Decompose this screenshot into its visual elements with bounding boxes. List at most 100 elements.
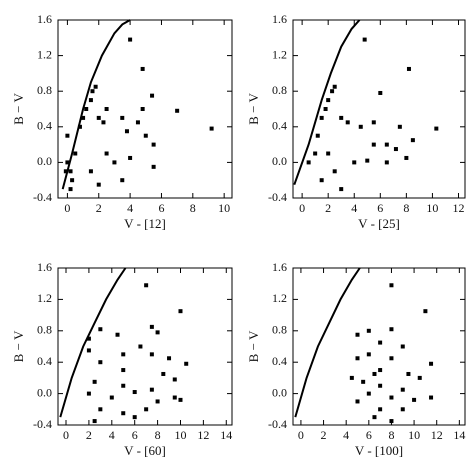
- data-point: [88, 98, 93, 103]
- data-point: [98, 327, 103, 332]
- y-tick-label: 1.6: [37, 260, 52, 274]
- y-tick-label: -0.4: [268, 190, 287, 204]
- data-point: [323, 107, 328, 111]
- data-point: [378, 383, 383, 388]
- data-point: [150, 93, 155, 98]
- data-point: [77, 124, 82, 129]
- data-point: [361, 379, 366, 384]
- data-point: [92, 379, 97, 384]
- locus-line: [294, 267, 361, 418]
- x-tick-label: 2: [325, 201, 331, 215]
- data-point: [109, 395, 114, 400]
- data-point: [352, 160, 357, 165]
- data-point: [65, 133, 70, 138]
- x-tick-label: 4: [109, 428, 115, 442]
- data-point: [92, 419, 97, 424]
- plot-frame: [57, 267, 233, 426]
- y-tick-label: 0.0: [37, 154, 52, 168]
- data-point: [90, 89, 95, 94]
- data-point: [68, 169, 73, 174]
- x-tick-label: 14: [220, 428, 232, 442]
- x-tick-label: 6: [377, 201, 383, 215]
- y-tick-label: 1.2: [37, 291, 52, 305]
- y-tick-label: 0.0: [37, 385, 52, 399]
- data-point: [372, 371, 377, 376]
- data-point: [104, 107, 109, 111]
- x-tick-label: 10: [408, 428, 420, 442]
- data-point: [362, 37, 367, 42]
- x-tick-label: 8: [403, 201, 409, 215]
- y-tick-label: 1.6: [272, 12, 287, 26]
- plot-frame: [57, 19, 233, 199]
- y-tick-label: 0.0: [272, 385, 287, 399]
- data-point: [143, 133, 148, 138]
- x-axis-label: V - [12]: [124, 216, 166, 231]
- data-point: [371, 120, 376, 125]
- data-point: [412, 397, 417, 402]
- data-point: [378, 368, 383, 373]
- data-point: [128, 155, 133, 160]
- x-axis-label: V - [25]: [358, 216, 400, 231]
- data-point: [378, 340, 383, 345]
- data-point: [339, 115, 344, 120]
- data-point: [138, 344, 143, 349]
- data-point: [155, 399, 160, 404]
- data-point: [81, 115, 86, 120]
- data-point: [151, 164, 156, 169]
- data-point: [326, 151, 331, 156]
- x-tick-label: 12: [197, 428, 209, 442]
- data-point: [366, 352, 371, 357]
- data-point: [115, 332, 120, 337]
- data-point: [349, 375, 354, 380]
- data-point: [365, 158, 370, 163]
- data-point: [70, 178, 75, 183]
- x-tick-label: 0: [298, 428, 304, 442]
- data-point: [319, 178, 324, 183]
- data-point: [178, 309, 183, 314]
- data-point: [184, 361, 189, 366]
- data-point: [98, 407, 103, 412]
- data-point: [366, 328, 371, 333]
- data-point: [149, 324, 154, 329]
- locus-line: [293, 19, 361, 186]
- data-point: [96, 115, 101, 120]
- data-point: [172, 377, 177, 382]
- x-tick-label: 6: [132, 428, 138, 442]
- data-point: [144, 283, 149, 288]
- data-point: [84, 107, 89, 111]
- data-point: [86, 391, 91, 396]
- data-point: [73, 151, 78, 156]
- y-tick-label: 0.8: [272, 323, 287, 337]
- data-point: [400, 407, 405, 412]
- data-point: [88, 169, 93, 174]
- y-tick-label: 0.8: [272, 83, 287, 97]
- locus-line: [59, 267, 127, 418]
- data-point: [389, 395, 394, 400]
- x-tick-label: 8: [190, 201, 196, 215]
- data-point: [378, 407, 383, 412]
- y-tick-label: 1.2: [37, 47, 52, 61]
- data-point: [121, 411, 126, 416]
- y-tick-label: 0.8: [37, 323, 52, 337]
- y-tick-label: -0.4: [268, 417, 287, 431]
- y-tick-label: 0.4: [272, 354, 287, 368]
- data-point: [155, 330, 160, 335]
- data-point: [135, 120, 140, 125]
- y-tick-label: 0.4: [37, 354, 52, 368]
- data-point: [121, 352, 126, 357]
- data-point: [384, 160, 389, 165]
- x-tick-label: 10: [426, 201, 438, 215]
- data-point: [167, 356, 172, 361]
- x-tick-label: 0: [64, 201, 70, 215]
- data-point: [121, 368, 126, 373]
- y-axis-label: B − V: [246, 93, 261, 125]
- data-point: [120, 115, 125, 120]
- y-axis-label: B − V: [11, 330, 26, 362]
- data-point: [355, 356, 360, 361]
- data-point: [332, 84, 337, 89]
- data-point: [140, 66, 145, 71]
- data-point: [404, 155, 409, 160]
- data-point: [371, 142, 376, 147]
- x-tick-label: 8: [388, 428, 394, 442]
- data-point: [140, 107, 145, 111]
